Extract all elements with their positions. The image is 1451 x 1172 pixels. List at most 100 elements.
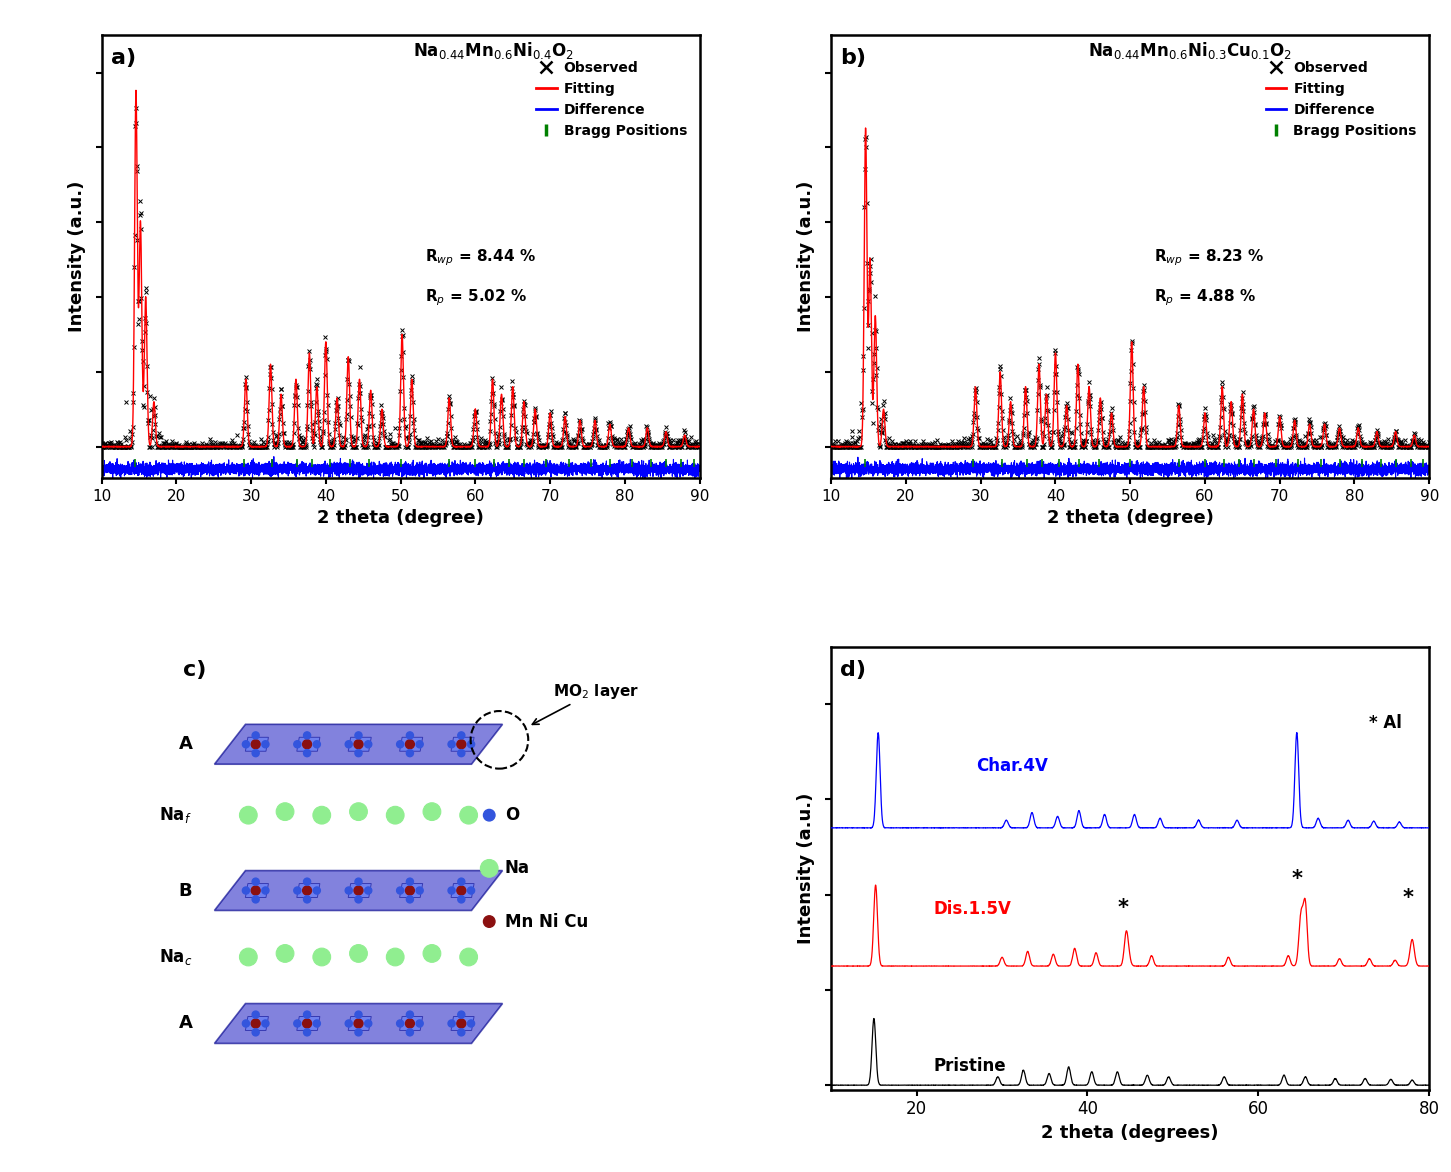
Text: *: * — [1291, 870, 1303, 890]
Circle shape — [406, 1029, 414, 1036]
Polygon shape — [399, 737, 422, 751]
Circle shape — [386, 806, 403, 824]
Circle shape — [355, 895, 363, 902]
Circle shape — [460, 806, 477, 824]
Text: Pristine: Pristine — [933, 1057, 1007, 1075]
Circle shape — [303, 1029, 311, 1036]
Polygon shape — [215, 871, 502, 911]
Circle shape — [483, 915, 495, 927]
Circle shape — [313, 887, 321, 894]
Polygon shape — [297, 737, 319, 751]
Polygon shape — [215, 1003, 502, 1043]
Circle shape — [251, 886, 260, 895]
Circle shape — [416, 741, 424, 748]
Circle shape — [364, 1020, 371, 1027]
Circle shape — [416, 887, 424, 894]
Circle shape — [406, 895, 414, 902]
Circle shape — [396, 741, 403, 748]
Circle shape — [313, 1020, 321, 1027]
Text: a): a) — [110, 48, 135, 68]
Circle shape — [252, 1029, 260, 1036]
Circle shape — [239, 806, 257, 824]
Circle shape — [252, 1011, 260, 1018]
Circle shape — [251, 1018, 260, 1028]
Text: A: A — [178, 1015, 193, 1033]
Polygon shape — [297, 1016, 319, 1030]
Polygon shape — [451, 884, 474, 898]
Text: *: * — [1117, 898, 1129, 918]
Circle shape — [405, 740, 415, 749]
Text: A: A — [178, 735, 193, 754]
Circle shape — [457, 1029, 464, 1036]
Text: c): c) — [183, 660, 207, 680]
Legend: Observed, Fitting, Difference, Bragg Positions: Observed, Fitting, Difference, Bragg Pos… — [531, 55, 692, 143]
Polygon shape — [215, 724, 502, 764]
Text: Na$_{0.44}$Mn$_{0.6}$Ni$_{0.4}$O$_2$: Na$_{0.44}$Mn$_{0.6}$Ni$_{0.4}$O$_2$ — [412, 40, 573, 61]
Circle shape — [345, 887, 353, 894]
Y-axis label: Intensity (a.u.): Intensity (a.u.) — [68, 180, 86, 333]
Circle shape — [355, 878, 363, 885]
Circle shape — [364, 887, 371, 894]
Circle shape — [261, 887, 268, 894]
Circle shape — [252, 878, 260, 885]
Polygon shape — [348, 884, 371, 898]
Text: d): d) — [840, 660, 866, 680]
Text: b): b) — [840, 48, 866, 68]
Circle shape — [424, 945, 441, 962]
Circle shape — [252, 731, 260, 740]
Text: * Al: * Al — [1370, 714, 1402, 731]
Text: *: * — [1402, 888, 1413, 908]
Circle shape — [483, 810, 495, 820]
Polygon shape — [348, 1016, 371, 1030]
Circle shape — [313, 948, 331, 966]
Circle shape — [448, 887, 456, 894]
Circle shape — [457, 1018, 466, 1028]
Circle shape — [406, 1011, 414, 1018]
Circle shape — [448, 1020, 456, 1027]
Circle shape — [276, 803, 295, 820]
Circle shape — [303, 878, 311, 885]
Polygon shape — [399, 1016, 422, 1030]
Y-axis label: Intensity (a.u.): Intensity (a.u.) — [797, 792, 815, 945]
Text: R$_{p}$ = 4.88 %: R$_{p}$ = 4.88 % — [1154, 288, 1257, 308]
Circle shape — [251, 740, 260, 749]
Circle shape — [457, 1011, 464, 1018]
Text: R$_{wp}$ = 8.23 %: R$_{wp}$ = 8.23 % — [1154, 248, 1264, 268]
Text: Na$_f$: Na$_f$ — [160, 805, 193, 825]
X-axis label: 2 theta (degree): 2 theta (degree) — [1046, 510, 1213, 527]
Circle shape — [303, 750, 311, 757]
Circle shape — [364, 741, 371, 748]
Legend: Observed, Fitting, Difference, Bragg Positions: Observed, Fitting, Difference, Bragg Pos… — [1259, 55, 1422, 143]
Circle shape — [242, 887, 250, 894]
Circle shape — [350, 803, 367, 820]
Circle shape — [405, 886, 415, 895]
Circle shape — [350, 945, 367, 962]
Circle shape — [261, 1020, 268, 1027]
Circle shape — [386, 948, 403, 966]
Circle shape — [354, 1018, 363, 1028]
Circle shape — [293, 741, 300, 748]
Circle shape — [405, 1018, 415, 1028]
Circle shape — [424, 803, 441, 820]
Polygon shape — [451, 1016, 474, 1030]
Y-axis label: Intensity (a.u.): Intensity (a.u.) — [797, 180, 815, 333]
Circle shape — [467, 887, 474, 894]
Circle shape — [467, 1020, 474, 1027]
Circle shape — [457, 750, 464, 757]
Circle shape — [276, 945, 295, 962]
Text: Dis.1.5V: Dis.1.5V — [933, 900, 1011, 918]
Circle shape — [467, 741, 474, 748]
Text: MO$_2$ layer: MO$_2$ layer — [533, 681, 638, 724]
Text: Char.4V: Char.4V — [977, 757, 1048, 775]
Circle shape — [293, 1020, 300, 1027]
Circle shape — [457, 886, 466, 895]
Text: Na$_c$: Na$_c$ — [158, 947, 193, 967]
Circle shape — [457, 878, 464, 885]
Circle shape — [406, 878, 414, 885]
Circle shape — [303, 1011, 311, 1018]
Circle shape — [355, 1029, 363, 1036]
Circle shape — [303, 886, 312, 895]
Text: O: O — [505, 806, 519, 824]
Circle shape — [313, 741, 321, 748]
Circle shape — [406, 731, 414, 740]
